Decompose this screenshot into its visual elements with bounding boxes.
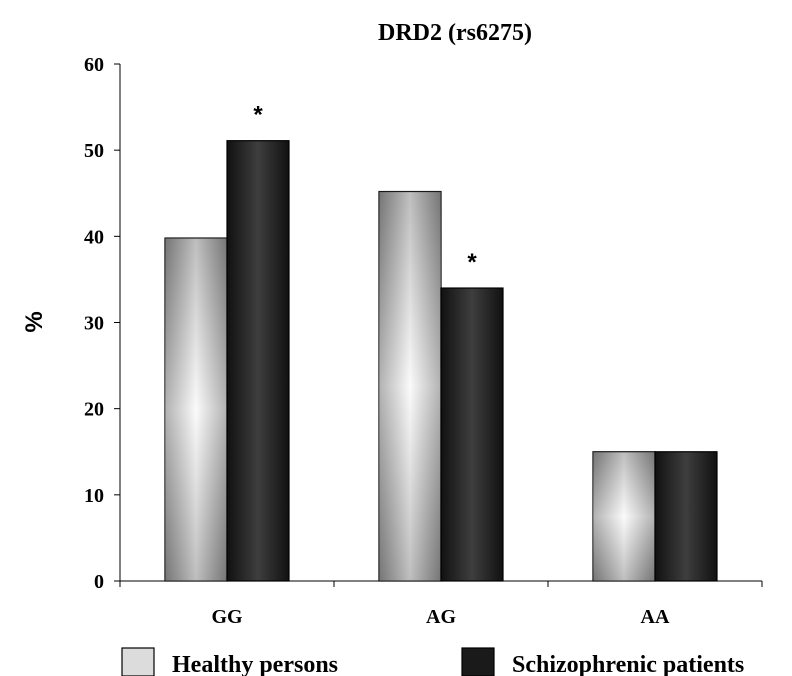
significance-marker: * bbox=[467, 249, 477, 276]
bars bbox=[164, 140, 718, 582]
significance-marker: * bbox=[253, 102, 263, 129]
y-tick-label: 60 bbox=[84, 54, 104, 76]
y-tick-label: 0 bbox=[94, 571, 104, 593]
legend-label: Healthy persons bbox=[172, 652, 338, 676]
x-tick-label: AA bbox=[641, 606, 670, 628]
bar-ag-schizophrenic bbox=[440, 287, 504, 582]
labels: GG AG AA * * bbox=[211, 102, 670, 628]
y-tick-label: 10 bbox=[84, 485, 104, 507]
y-tick-label: 40 bbox=[84, 226, 104, 248]
x-tick-label: GG bbox=[211, 606, 243, 628]
legend-swatch bbox=[121, 647, 155, 676]
y-axis-label: % bbox=[21, 311, 48, 332]
chart-title: DRD2 (rs6275) bbox=[378, 20, 532, 46]
axes: 0 10 20 30 40 50 60 bbox=[84, 54, 763, 593]
legend-item-healthy: Healthy persons bbox=[121, 647, 338, 676]
y-tick-label: 30 bbox=[84, 313, 104, 335]
x-tick-label: AG bbox=[426, 606, 456, 628]
y-tick-label: 20 bbox=[84, 399, 104, 421]
legend-label: Schizophrenic patients bbox=[512, 652, 744, 676]
bar-aa-healthy bbox=[592, 451, 656, 582]
bar-gg-schizophrenic bbox=[226, 140, 290, 582]
legend-item-schizophrenic: Schizophrenic patients bbox=[461, 647, 744, 676]
legend: Healthy persons Schizophrenic patients bbox=[121, 647, 744, 676]
bar-gg-healthy bbox=[164, 237, 228, 582]
y-tick-label: 50 bbox=[84, 140, 104, 162]
legend-swatch bbox=[461, 647, 495, 676]
bar-ag-healthy bbox=[378, 190, 442, 582]
bar-aa-schizophrenic bbox=[654, 451, 718, 582]
